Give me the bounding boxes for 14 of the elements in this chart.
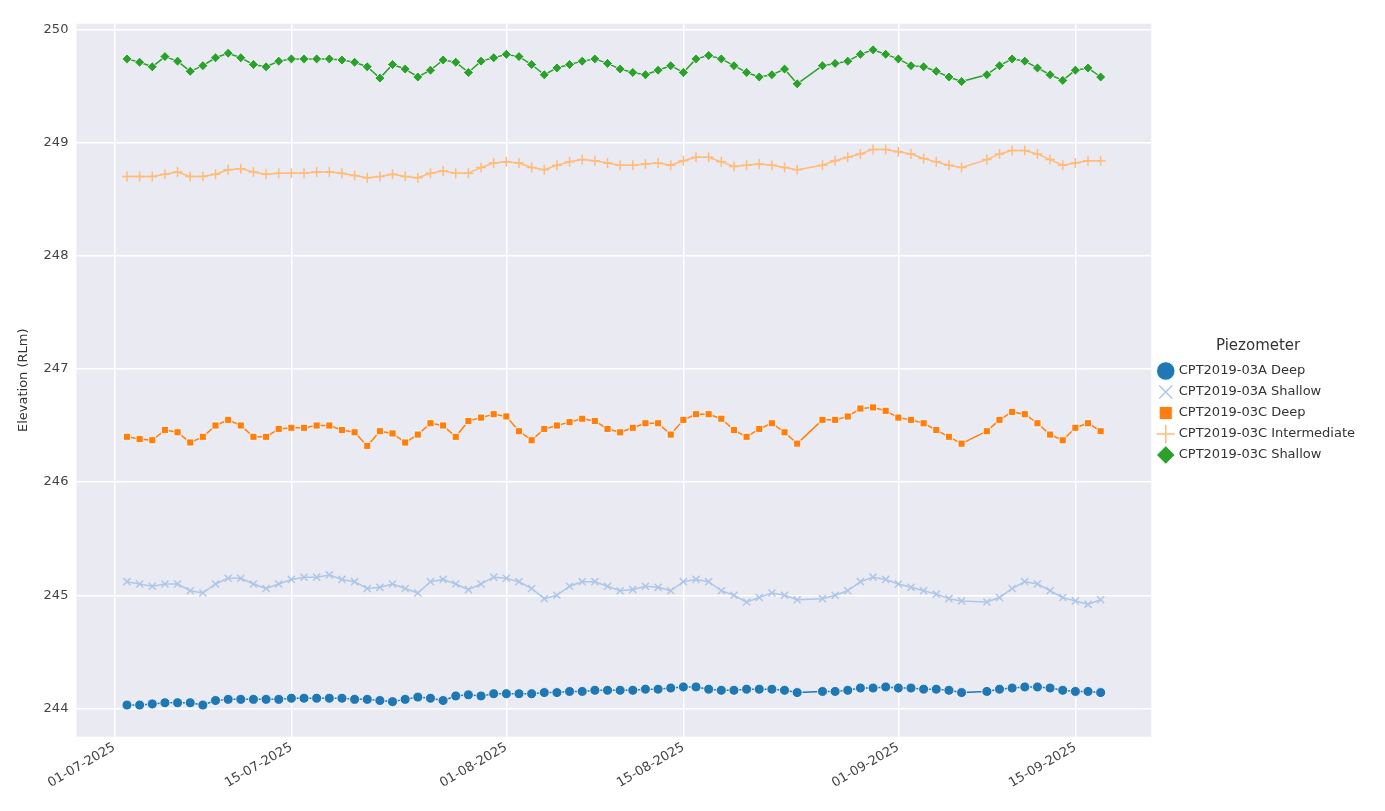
y-tick-label: 250 bbox=[43, 20, 69, 36]
legend-label: CPT2019-03C Intermediate bbox=[1178, 425, 1356, 441]
y-axis-title: Elevation (RLm) bbox=[15, 328, 31, 433]
y-tick-label: 246 bbox=[43, 473, 69, 489]
y-tick-label: 247 bbox=[43, 360, 69, 376]
legend-title: Piezometer bbox=[1215, 335, 1302, 354]
legend-label: CPT2019-03C Shallow bbox=[1178, 446, 1322, 462]
legend-label: CPT2019-03C Deep bbox=[1178, 404, 1306, 420]
y-tick-label: 249 bbox=[43, 133, 69, 149]
y-tick-label: 248 bbox=[43, 247, 69, 263]
legend-label: CPT2019-03A Shallow bbox=[1178, 383, 1322, 399]
legend-label: CPT2019-03A Deep bbox=[1178, 362, 1306, 378]
y-tick-label: 244 bbox=[43, 699, 69, 715]
y-tick-label: 245 bbox=[43, 586, 69, 602]
